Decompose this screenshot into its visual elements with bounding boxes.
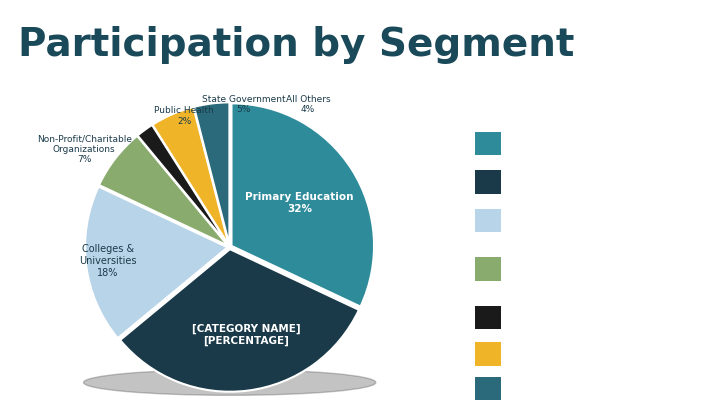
FancyBboxPatch shape <box>475 306 501 329</box>
Wedge shape <box>138 125 228 245</box>
Text: P A R T N E R S: P A R T N E R S <box>543 80 636 90</box>
Text: OMNIA: OMNIA <box>531 34 648 63</box>
Text: [CATEGORY NAME]
[PERCENTAGE]: [CATEGORY NAME] [PERCENTAGE] <box>192 324 300 346</box>
FancyBboxPatch shape <box>475 170 501 194</box>
Text: Colleges & Universities: Colleges & Universities <box>514 215 630 225</box>
Wedge shape <box>99 136 228 246</box>
Text: Non-Profit/Charitable
Organizations: Non-Profit/Charitable Organizations <box>514 258 618 279</box>
FancyBboxPatch shape <box>475 342 501 366</box>
Text: State Government
5%: State Government 5% <box>202 95 286 115</box>
Text: Public Health
2%: Public Health 2% <box>154 107 214 126</box>
Text: All Others
4%: All Others 4% <box>286 95 330 115</box>
FancyBboxPatch shape <box>475 132 501 155</box>
Wedge shape <box>232 103 374 307</box>
FancyBboxPatch shape <box>475 257 501 281</box>
Text: All Others: All Others <box>514 383 563 393</box>
FancyBboxPatch shape <box>475 377 501 400</box>
Text: Colleges &
Universities
18%: Colleges & Universities 18% <box>79 244 137 277</box>
Text: Primary Education
32%: Primary Education 32% <box>246 192 354 213</box>
Text: Public Health: Public Health <box>514 312 580 322</box>
Wedge shape <box>85 187 228 338</box>
FancyBboxPatch shape <box>475 209 501 232</box>
Text: Participation by Segment: Participation by Segment <box>19 26 575 64</box>
Wedge shape <box>120 249 359 392</box>
Text: Non-Profit/Charitable
Organizations
7%: Non-Profit/Charitable Organizations 7% <box>37 134 132 164</box>
Wedge shape <box>194 102 230 245</box>
Text: Local Government: Local Government <box>514 177 606 186</box>
Text: State Government: State Government <box>514 349 606 358</box>
Text: Primary Education: Primary Education <box>514 138 606 148</box>
Ellipse shape <box>84 370 376 395</box>
Wedge shape <box>153 107 229 245</box>
